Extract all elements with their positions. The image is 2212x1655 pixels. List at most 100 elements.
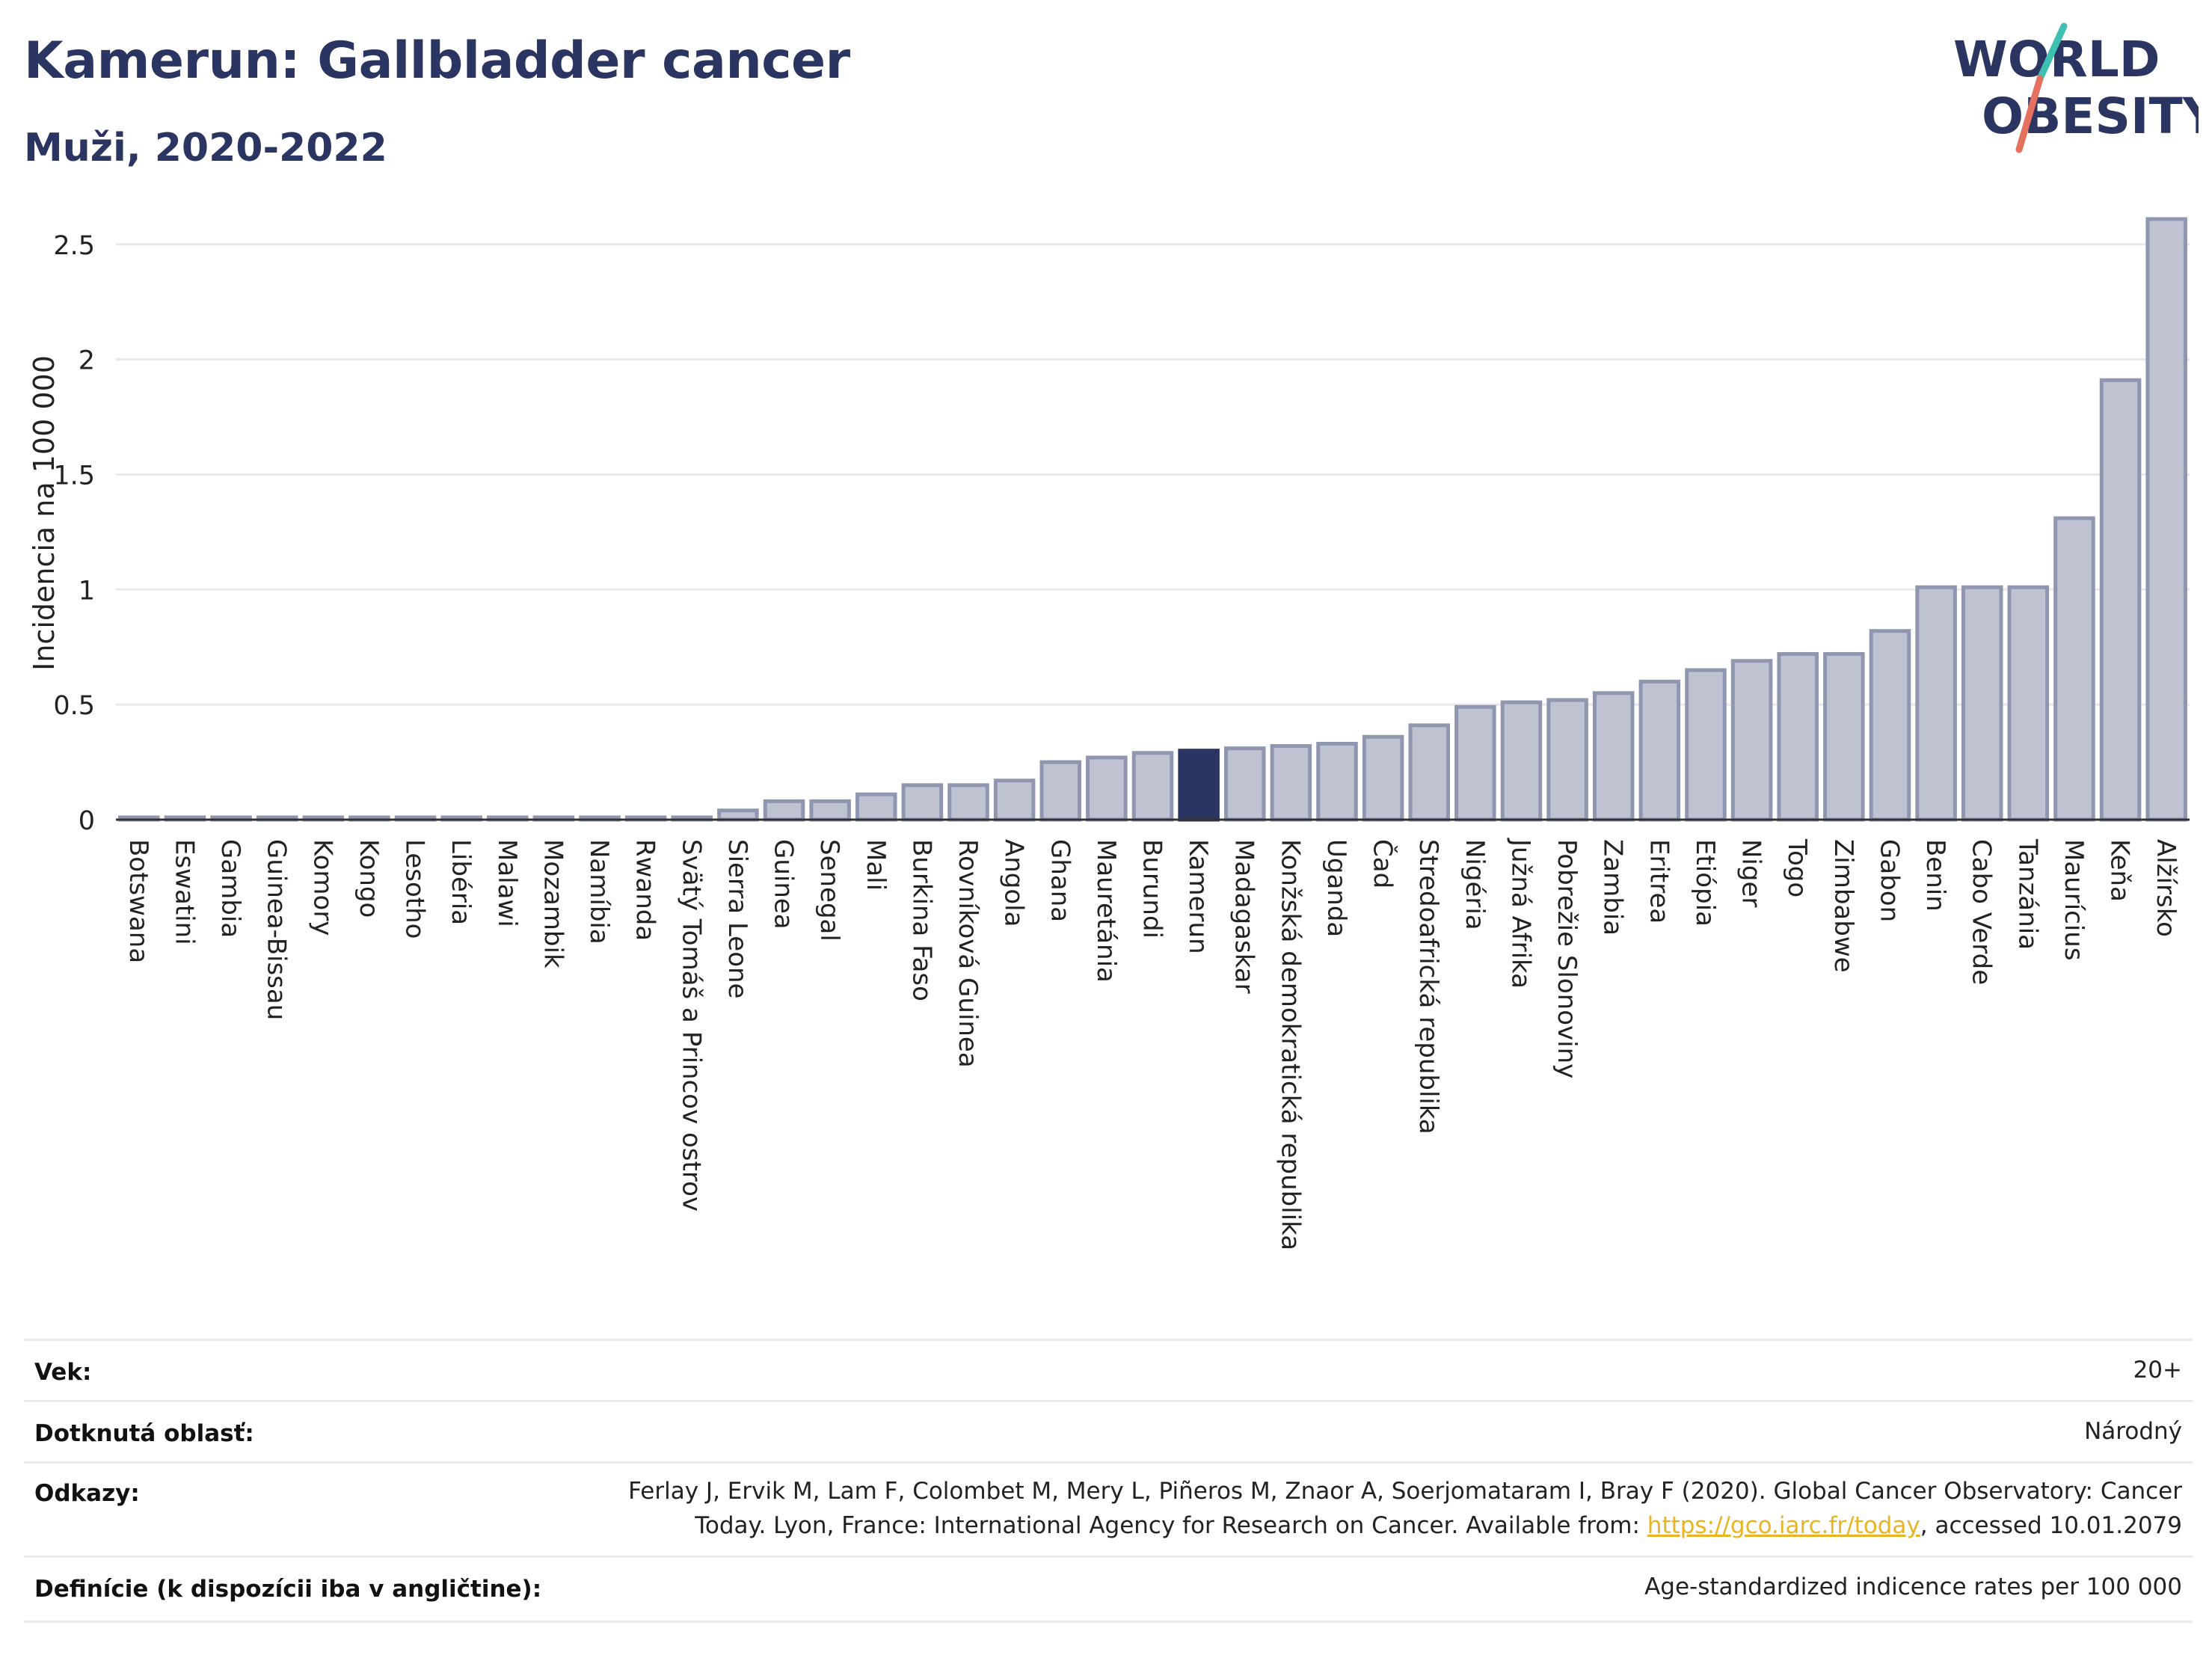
x-tick-label: Zimbabwe	[1828, 839, 1858, 973]
x-tick-label: Burkina Faso	[906, 839, 936, 1001]
x-tick-label: Pobrežie Slonoviny	[1552, 839, 1582, 1078]
y-tick-label: 0.5	[53, 691, 95, 721]
meta-definitions-label: Definície (k dispozícii iba v angličtine…	[34, 1576, 542, 1603]
bar	[1454, 704, 1496, 822]
meta-age-label: Vek:	[34, 1359, 92, 1386]
bar	[1915, 585, 1957, 822]
y-tick-label: 0	[79, 806, 95, 836]
bar	[717, 808, 759, 822]
bar	[1223, 746, 1266, 822]
x-tick-label: Zambia	[1598, 839, 1628, 936]
y-tick-label: 1	[79, 576, 95, 606]
x-tick-label: Senegal	[814, 839, 844, 942]
x-tick-label: Togo	[1782, 838, 1812, 897]
logo-slash-top	[2036, 22, 2068, 82]
x-tick-label: Benin	[1920, 839, 1950, 912]
x-tick-label: Gabon	[1874, 839, 1904, 922]
meta-row-references: Odkazy: Ferlay J, Ervik M, Lam F, Colomb…	[24, 1461, 2193, 1558]
x-tick-label: Rovníková Guinea	[953, 839, 983, 1068]
meta-refs-link[interactable]: https://gco.iarc.fr/today	[1647, 1512, 1920, 1539]
meta-area-label: Dotknutá oblasť:	[34, 1420, 254, 1447]
bar	[993, 779, 1036, 822]
bar	[1086, 755, 1128, 822]
x-tick-label: Eritrea	[1644, 839, 1674, 924]
bar	[2053, 516, 2095, 822]
bar	[1039, 760, 1082, 822]
bar	[1823, 651, 1865, 822]
x-tick-label: Čad	[1368, 839, 1398, 888]
bar	[947, 783, 989, 822]
x-tick-label: Sierra Leone	[722, 839, 752, 998]
x-tick-label: Etiópia	[1690, 839, 1720, 927]
x-tick-label: Cabo Verde	[1967, 839, 1997, 985]
bar	[901, 783, 944, 822]
bar	[1592, 691, 1635, 822]
x-tick-label: Svätý Tomáš a Princov ostrov	[676, 839, 706, 1212]
x-tick-label: Namíbia	[584, 839, 614, 945]
bar	[1638, 679, 1681, 822]
x-tick-label: Nigéria	[1460, 839, 1490, 930]
bar	[809, 799, 851, 822]
bar	[1730, 659, 1773, 822]
x-tick-label: Ghana	[1045, 839, 1075, 922]
x-tick-label: Maurícius	[2059, 839, 2089, 961]
x-tick-label: Kongo	[354, 839, 384, 918]
x-tick-label: Stredoafrická republika	[1413, 839, 1443, 1134]
x-tick-label: Keňa	[2105, 839, 2135, 902]
x-tick-label: Libéria	[446, 839, 476, 925]
meta-refs-value: Ferlay J, Ervik M, Lam F, Colombet M, Me…	[628, 1474, 2182, 1543]
meta-row-area: Dotknutá oblasť: Národný	[24, 1400, 2193, 1464]
logo-slash-bottom	[2015, 75, 2044, 153]
x-tick-label: Mozambik	[538, 839, 568, 968]
meta-refs-line2: Today. Lyon, France: International Agenc…	[628, 1508, 2182, 1543]
x-tick-label: Konžská demokratická republika	[1275, 839, 1305, 1250]
chart-subtitle: Muži, 2020-2022	[24, 126, 387, 171]
x-tick-label: Mauretánia	[1091, 839, 1121, 983]
bar	[1316, 741, 1358, 822]
x-tick-label: Niger	[1736, 839, 1766, 907]
logo-line2: OBESITY	[1982, 87, 2199, 145]
bar	[2007, 585, 2050, 822]
x-tick-label: Burundi	[1137, 839, 1167, 939]
x-tick-label: Komory	[307, 839, 337, 936]
meta-refs-line2-before: Today. Lyon, France: International Agenc…	[695, 1512, 1647, 1539]
bar	[2099, 378, 2142, 822]
bar	[1777, 651, 1819, 822]
y-tick-label: 2.5	[53, 231, 95, 261]
bar	[763, 799, 805, 822]
x-tick-label: Guinea-Bissau	[262, 839, 292, 1020]
meta-row-age: Vek: 20+	[24, 1339, 2193, 1402]
y-tick-label: 1.5	[53, 461, 95, 491]
bar	[2145, 217, 2187, 822]
x-tick-labels: Botswana Eswatini Gambia Guinea-Bissau Komor…	[123, 838, 2181, 1250]
x-tick-label: Kamerun	[1183, 839, 1213, 954]
bar	[1961, 585, 2003, 822]
x-tick-label: Lesotho	[400, 839, 430, 939]
x-tick-label: Angola	[999, 839, 1029, 927]
world-obesity-logo: WORLD OBESITY	[1953, 22, 2199, 153]
x-tick-label: Tanzánia	[2012, 838, 2042, 950]
x-tick-label: Alžírsko	[2151, 839, 2181, 937]
x-tick-label: Malawi	[492, 839, 522, 927]
bar	[1408, 723, 1450, 822]
bar	[855, 792, 897, 822]
bar-chart: 0 0.5 1 1.5 2 2.5 Botswana Eswatini Gambia Guine…	[28, 217, 2190, 1250]
chart-title: Kamerun: Gallbladder cancer	[24, 31, 850, 90]
bar	[1131, 751, 1174, 822]
x-tick-label: Gambia	[215, 839, 245, 938]
bar-highlighted	[1178, 749, 1220, 822]
meta-refs-label: Odkazy:	[34, 1480, 140, 1507]
y-tick-labels: 0 0.5 1 1.5 2 2.5	[53, 231, 95, 836]
bar	[1869, 629, 1911, 822]
bar	[1500, 700, 1543, 822]
meta-area-value: Národný	[2084, 1418, 2182, 1445]
x-tick-label: Mali	[861, 839, 891, 891]
x-tick-label: Rwanda	[630, 839, 660, 941]
y-tick-label: 2	[79, 346, 95, 376]
meta-row-definitions: Definície (k dispozícii iba v angličtine…	[24, 1556, 2193, 1623]
x-tick-label: Eswatini	[169, 839, 199, 945]
x-tick-label: Madagaskar	[1229, 839, 1259, 994]
x-tick-label: Botswana	[123, 839, 153, 963]
bar	[1270, 744, 1312, 822]
x-tick-label: Guinea	[769, 839, 799, 930]
